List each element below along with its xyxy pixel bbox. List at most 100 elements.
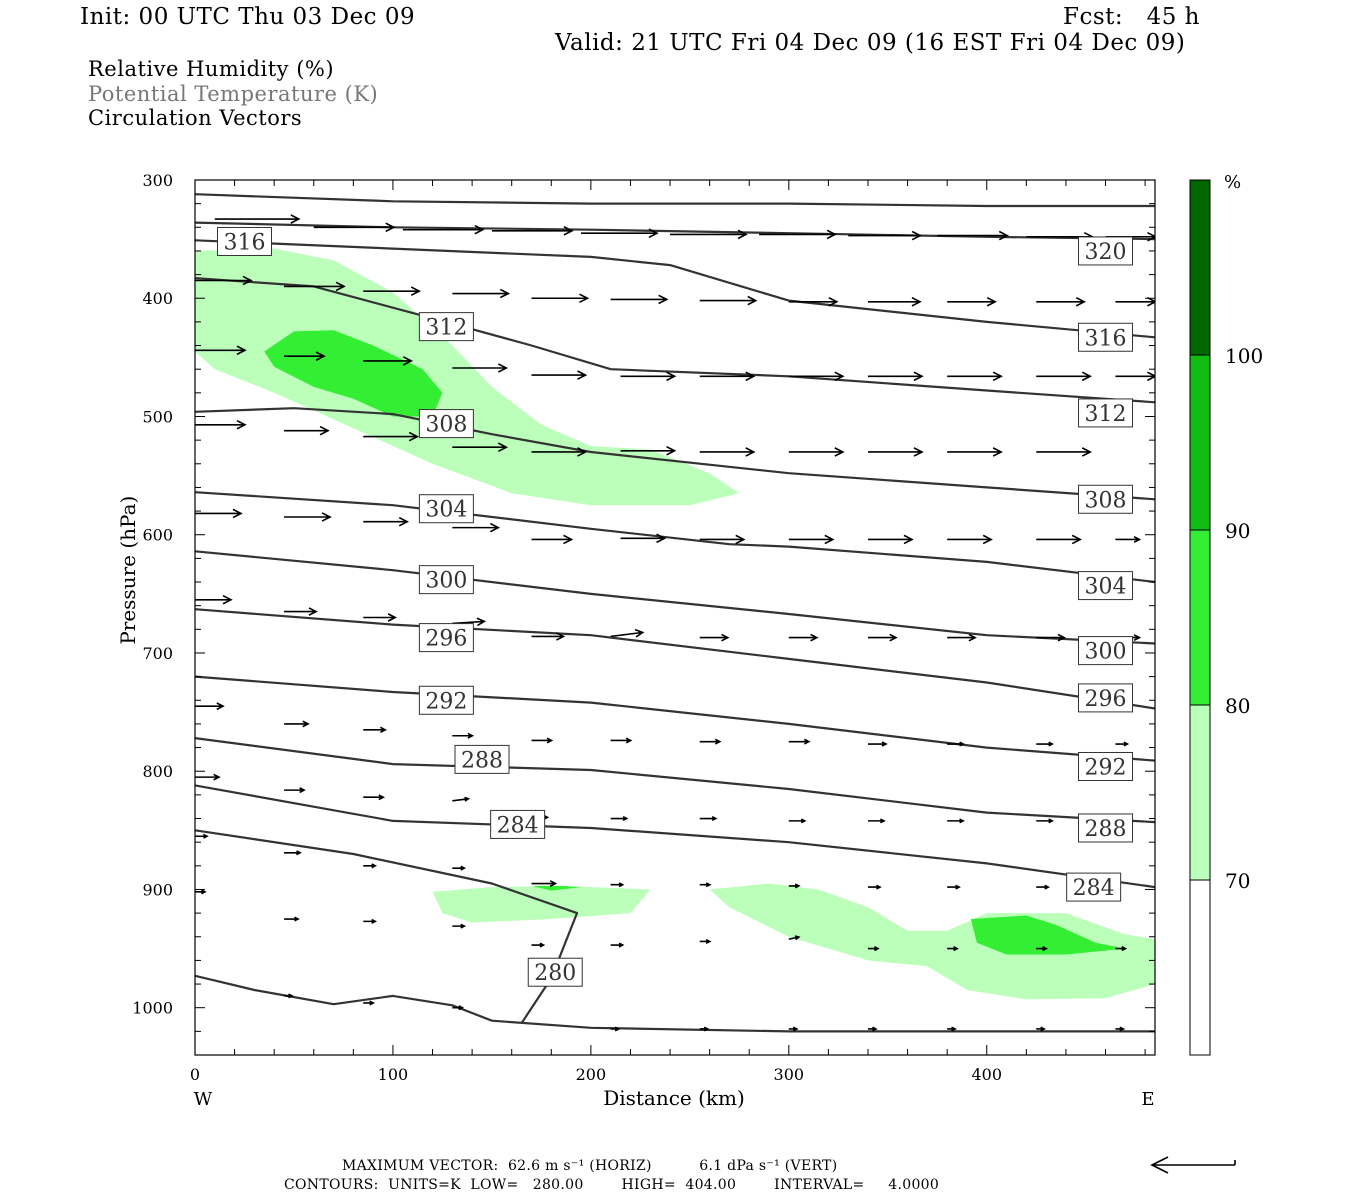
theta-contour-line [195,193,1155,208]
wind-vector [867,633,898,642]
wind-vector [531,370,588,380]
rh-shading-region [432,885,651,923]
contour-label: 308 [1085,488,1127,513]
wind-vector [363,794,386,801]
wind-vector [452,363,509,373]
rh-shading-region [264,330,443,417]
contour-label: 284 [497,813,539,838]
y-tick-label: 300 [142,171,173,190]
forecast-hour: Fcst: 45 h [1063,4,1200,30]
wind-vector [670,229,748,240]
wind-vector [284,993,294,999]
contour-label: 316 [223,230,265,255]
wind-vector [610,882,625,888]
wind-vector [363,516,410,527]
contour-label-box [418,494,474,524]
wind-vector [947,741,965,747]
wind-vector [195,508,243,519]
rh-shading-region [970,915,1126,955]
wind-vector [363,356,414,366]
init-time: Init: 00 UTC Thu 03 Dec 09 [80,4,416,30]
wind-vector [1115,1026,1126,1032]
wind-vector [195,594,233,605]
wind-vector [284,425,330,436]
wind-vector [195,702,225,711]
contour-label: 312 [1085,402,1127,427]
wind-vector [531,632,566,641]
wind-vector [947,296,997,307]
contour-label: 304 [425,498,467,523]
wind-vector [195,889,207,895]
wind-vector [363,863,378,869]
wind-vector [699,295,758,306]
wind-vector [947,371,1003,382]
x-tick-label: 300 [774,1065,805,1084]
y-tick-label: 600 [142,526,173,545]
rh-shading-region [195,248,740,506]
colorbar-segment [1189,879,1211,1056]
contour-label: 296 [1085,687,1127,712]
contour-label-box [418,623,474,653]
wind-vector [313,222,396,233]
wind-vector [452,288,511,299]
plot-frame [194,179,1156,1056]
wind-vector [402,224,485,235]
wind-vector [759,229,837,240]
legend-theta: Potential Temperature (K) [88,82,379,106]
contour-label-box [418,409,474,439]
legend-vectors: Circulation Vectors [88,106,303,130]
contour-label-box [418,565,474,595]
valid-time: Valid: 21 UTC Fri 04 Dec 09 (16 EST Fri … [555,30,1186,56]
contour-label-box [418,685,474,715]
wind-vector [1036,534,1083,545]
wind-vector [284,850,302,856]
wind-vector [699,534,746,545]
rh-shading-region [531,885,581,891]
wind-vector [284,787,306,794]
wind-vector [284,720,310,728]
colorbar-segment [1189,354,1211,531]
wind-vector [452,923,467,929]
theta-contour-line [195,407,1155,501]
wind-vector [1036,884,1051,890]
wind-vector [610,815,629,822]
wind-vector [195,345,247,356]
wind-vector [195,275,253,286]
wind-vector [363,431,420,442]
wind-vector [867,371,924,382]
wind-vector [1036,371,1093,382]
max-vector-note: MAXIMUM VECTOR: 62.6 m s⁻¹ (HORIZ) 6.1 d… [342,1158,838,1174]
y-tick-label: 500 [142,407,173,426]
x-tick-label: 400 [971,1065,1002,1084]
contour-label: 292 [425,689,467,714]
wind-vector [699,938,712,945]
y-tick-label: 700 [142,644,173,663]
contour-label: 296 [425,627,467,652]
wind-vector [580,228,659,239]
wind-vector [788,447,845,457]
wind-vector [788,935,801,941]
wind-vector [1115,536,1142,543]
wind-vector [867,818,886,824]
x-tick-label: 200 [576,1065,607,1084]
wind-vector [788,738,811,745]
wind-vector [788,818,807,824]
wind-vector [937,230,1010,241]
contour-label: 288 [461,748,503,773]
wind-vector [452,1005,465,1011]
y-axis-label: Pressure (hPa) [116,496,140,645]
x-end-label-east: E [1141,1089,1154,1110]
contour-label-box [1078,571,1134,601]
contour-label-box [454,744,510,774]
wind-vector [214,214,301,224]
colorbar-segment [1189,704,1211,881]
wind-vector [788,1026,799,1032]
wind-vector [867,946,880,952]
theta-contour-line [195,550,1155,645]
wind-vector [531,737,554,744]
wind-vector [1115,371,1155,382]
contour-label-box [1078,236,1134,266]
wind-vector [284,281,346,292]
wind-vector [947,633,977,642]
